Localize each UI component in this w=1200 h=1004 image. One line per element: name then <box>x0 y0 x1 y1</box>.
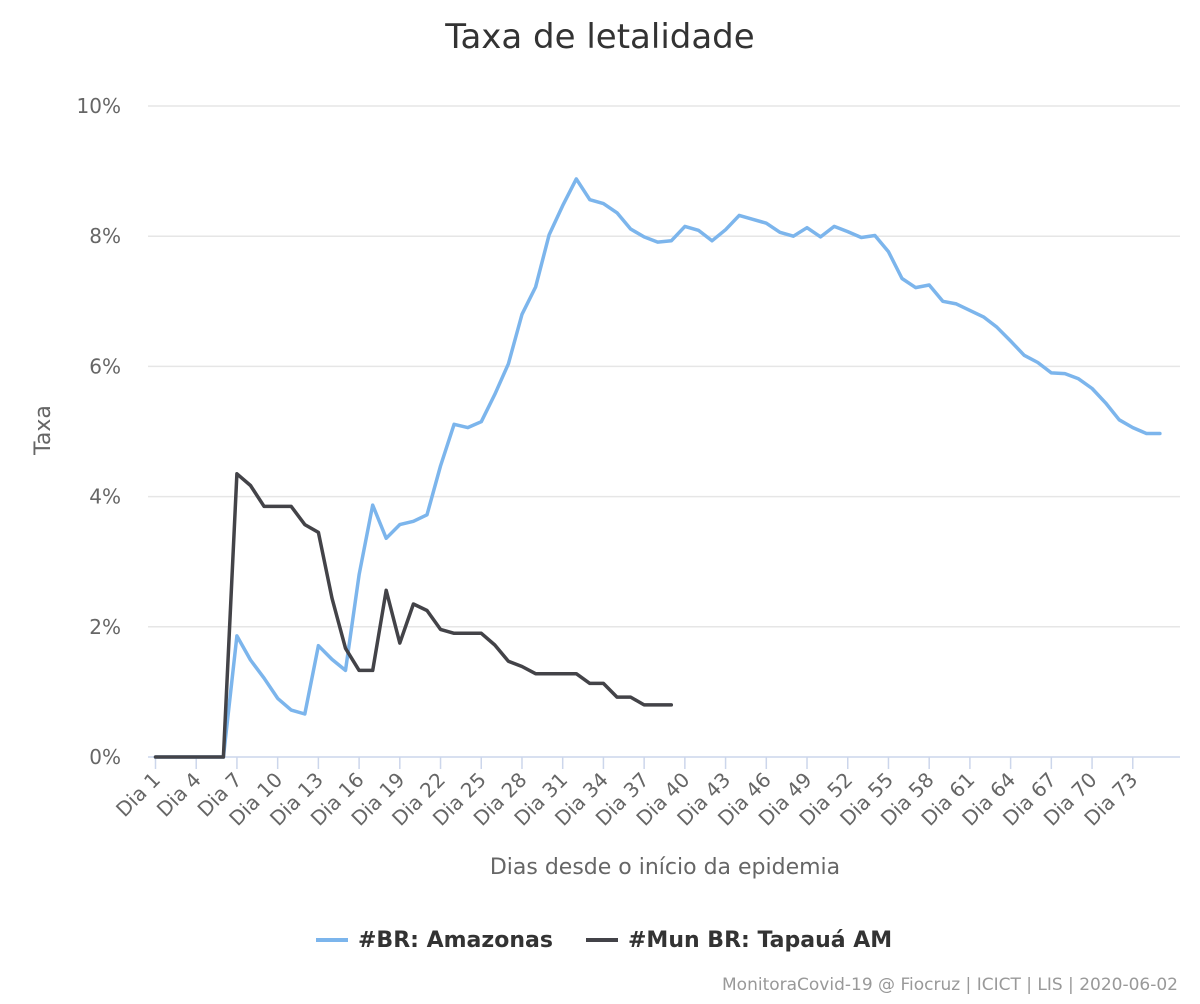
series-line-0[interactable] <box>153 177 1162 759</box>
legend-label-amazonas: #BR: Amazonas <box>358 928 553 953</box>
y-tick-label: 8% <box>89 224 121 248</box>
y-axis-label: Taxa <box>31 405 56 456</box>
y-tick-label: 6% <box>89 354 121 378</box>
y-tick-label: 4% <box>89 485 121 509</box>
gridlines <box>148 105 1180 628</box>
y-tick-label: 2% <box>89 615 121 639</box>
y-tick-label: 10% <box>77 94 121 118</box>
y-tick-label: 0% <box>89 745 121 769</box>
x-tick-label: Dia 1 <box>111 768 165 822</box>
x-tick-label: Dia 4 <box>152 768 206 822</box>
credits-text[interactable]: MonitoraCovid-19 @ Fiocruz | ICICT | LIS… <box>722 975 1178 995</box>
legend-item-amazonas[interactable]: #BR: Amazonas <box>316 928 553 953</box>
legend: #BR: Amazonas #Mun BR: Tapauá AM <box>316 928 892 953</box>
legend-label-tapaua: #Mun BR: Tapauá AM <box>628 928 892 953</box>
x-axis-label: Dias desde o início da epidemia <box>490 855 840 880</box>
series-lines <box>153 177 1162 759</box>
legend-item-tapaua[interactable]: #Mun BR: Tapauá AM <box>586 928 892 953</box>
chart-title: Taxa de letalidade <box>444 17 754 57</box>
series-line-1[interactable] <box>153 472 674 759</box>
